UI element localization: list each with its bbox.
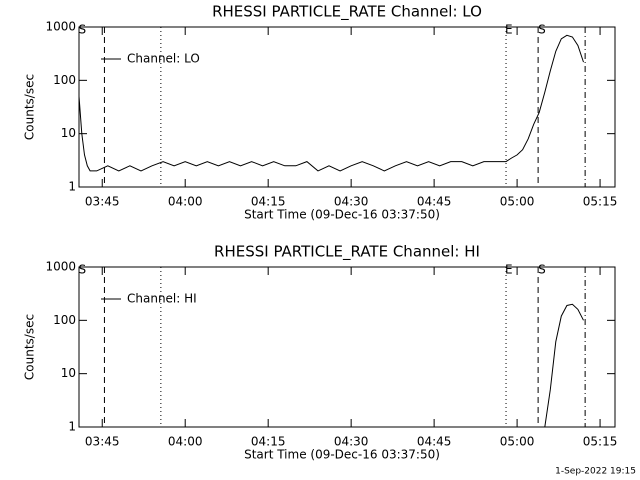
y-tick-label: 100 [53,313,76,327]
y-tick-label: 1000 [45,260,76,274]
chart-title: RHESSI PARTICLE_RATE Channel: LO [212,3,482,22]
x-tick-label: 04:00 [168,435,203,449]
y-tick-label: 1000 [45,20,76,34]
legend-label: Channel: LO [127,52,200,66]
x-tick-label: 05:00 [500,195,535,209]
y-tick-label: 1 [68,420,76,434]
flag-label: S [79,263,87,277]
x-axis-label: Start Time (09-Dec-16 03:37:50) [244,448,440,462]
flag-label: S [538,23,546,37]
data-line [544,303,584,428]
x-tick-label: 05:15 [583,435,618,449]
plot-frame [78,26,616,188]
x-tick-label: 04:45 [417,435,452,449]
y-tick-label: 10 [61,126,76,140]
plot-frame [78,266,616,428]
x-tick-label: 03:45 [85,195,120,209]
chart-title: RHESSI PARTICLE_RATE Channel: HI [214,243,480,262]
legend-label: Channel: HI [127,292,197,306]
data-line [78,34,584,172]
y-tick-label: 1 [68,180,76,194]
x-tick-label: 04:30 [334,435,369,449]
y-axis-label: Counts/sec [23,74,37,140]
x-axis-label: Start Time (09-Dec-16 03:37:50) [244,208,440,222]
x-tick-label: 04:15 [251,435,286,449]
flag-label: E [505,263,513,277]
x-tick-label: 04:00 [168,195,203,209]
timestamp: 1-Sep-2022 19:15 [555,467,636,477]
y-axis-label: Counts/sec [23,314,37,380]
x-tick-label: 04:45 [417,195,452,209]
y-tick-label: 100 [53,73,76,87]
flag-label: S [538,263,546,277]
x-tick-label: 03:45 [85,435,120,449]
flag-label: S [79,23,87,37]
flag-label: E [505,23,513,37]
x-tick-label: 04:15 [251,195,286,209]
x-tick-label: 04:30 [334,195,369,209]
y-tick-label: 10 [61,366,76,380]
x-tick-label: 05:00 [500,435,535,449]
x-tick-label: 05:15 [583,195,618,209]
